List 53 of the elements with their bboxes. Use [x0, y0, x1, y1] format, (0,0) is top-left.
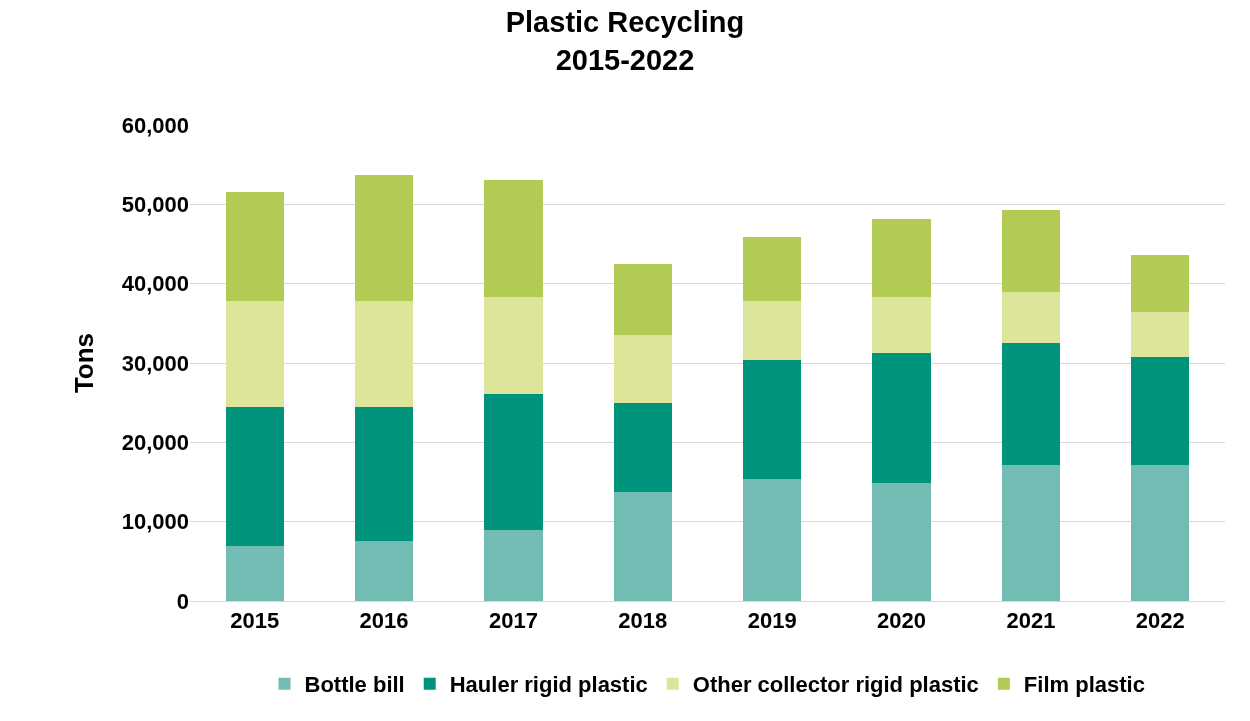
bar: [872, 297, 931, 354]
bar: [743, 359, 802, 479]
bar: [225, 301, 284, 408]
x-tick-label: 2015: [230, 608, 280, 634]
bar: [872, 219, 931, 298]
bar: [872, 353, 931, 483]
y-tick-label: 10,000: [121, 509, 189, 535]
y-tick-label: 60,000: [121, 112, 189, 138]
bar: [743, 236, 802, 302]
bar: [484, 297, 543, 394]
bar: [225, 192, 284, 302]
bar: [613, 263, 672, 336]
x-tick-label: 2018: [618, 608, 668, 634]
bar: [1001, 209, 1061, 293]
bar: [225, 546, 284, 601]
bar: [613, 492, 672, 601]
bar: [354, 407, 414, 541]
legend-label: Bottle bill: [304, 672, 405, 698]
y-axis-title: Tons: [69, 332, 100, 394]
chart-title: Plastic Recycling 2015-2022: [505, 6, 745, 77]
y-tick-label: 30,000: [121, 350, 189, 376]
x-tick-label: 2021: [1006, 608, 1056, 634]
bar: [484, 393, 543, 530]
bar: [484, 179, 543, 298]
x-tick-label: 2022: [1135, 608, 1185, 634]
y-tick-label: 40,000: [121, 271, 189, 297]
bar: [613, 402, 672, 493]
bar: [225, 407, 284, 547]
y-tick-label: 20,000: [121, 430, 189, 456]
x-tick-label: 2017: [488, 608, 538, 634]
bar: [1131, 255, 1190, 313]
x-tick-label: 2019: [747, 608, 797, 634]
x-tick-label: 2020: [877, 608, 927, 634]
bar: [743, 478, 802, 601]
y-tick-label: 50,000: [121, 192, 189, 218]
y-tick-label: 0: [176, 588, 189, 614]
bar: [354, 540, 414, 601]
x-tick-label: 2016: [359, 608, 409, 634]
bar: [872, 482, 931, 601]
legend-label: Film plastic: [1023, 672, 1145, 698]
bar: [484, 529, 543, 601]
bar: [743, 301, 802, 360]
bar: [1001, 292, 1061, 344]
bar: [1001, 465, 1061, 601]
bar: [1131, 312, 1190, 357]
legend-label: Hauler rigid plastic: [449, 672, 648, 698]
bar: [1131, 464, 1190, 601]
bar: [1131, 356, 1190, 465]
legend-label: Other collector rigid plastic: [692, 672, 979, 698]
bar: [354, 301, 414, 408]
bar: [613, 335, 672, 403]
bar: [354, 174, 414, 302]
bar: [1001, 343, 1061, 466]
